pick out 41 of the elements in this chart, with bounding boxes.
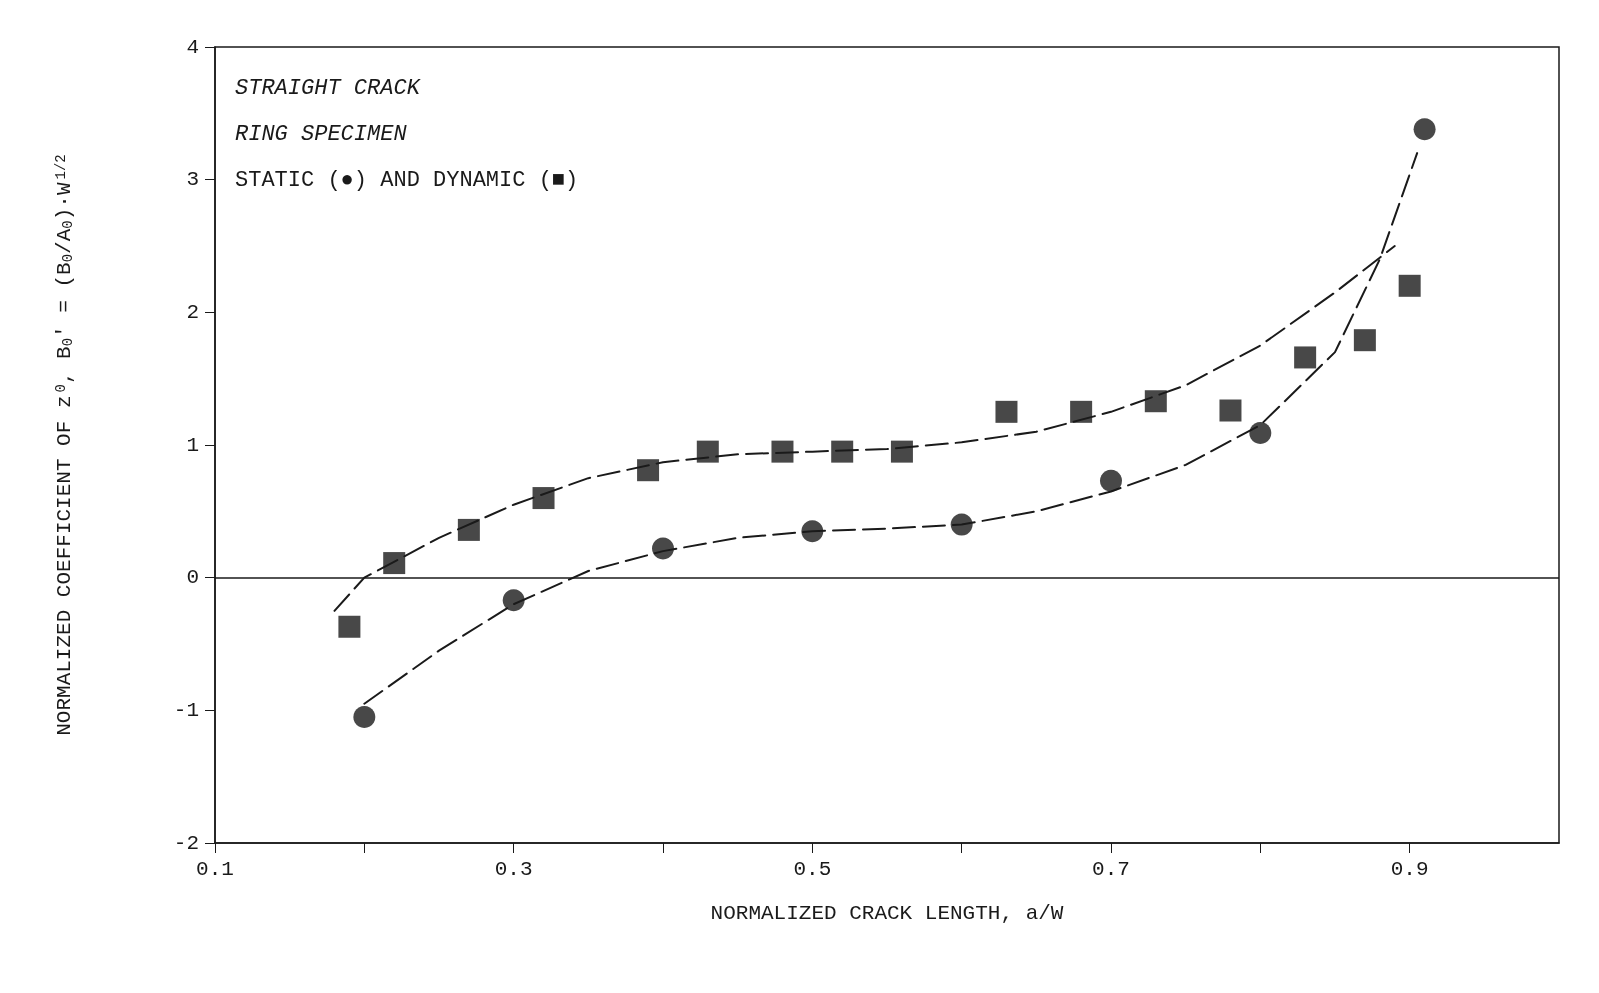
y-tick-label: 3 — [186, 168, 199, 192]
point — [1219, 399, 1242, 422]
y-tick-label: 2 — [186, 300, 199, 324]
point — [1100, 469, 1122, 492]
point — [831, 440, 854, 463]
x-tick-label: 0.3 — [494, 858, 533, 881]
y-tick-label: 0 — [186, 566, 199, 590]
point — [1413, 118, 1436, 141]
point — [1398, 274, 1421, 297]
x-tick-label: 0.5 — [793, 858, 832, 881]
point — [995, 400, 1018, 423]
point — [1353, 329, 1376, 352]
annotation: STATIC (●) AND DYNAMIC (■) — [235, 167, 579, 193]
x-axis-title: NORMALIZED CRACK LENGTH, a/W — [710, 902, 1064, 925]
point — [950, 513, 973, 536]
point — [696, 440, 719, 463]
y-tick-label: -2 — [173, 831, 199, 855]
point — [1294, 346, 1317, 369]
point — [652, 537, 674, 560]
point — [1249, 422, 1272, 445]
point — [338, 615, 361, 638]
annotation: STRAIGHT CRACK — [235, 75, 422, 101]
point — [1144, 390, 1167, 413]
point — [771, 440, 794, 463]
point — [457, 518, 480, 541]
y-tick-label: 1 — [186, 433, 199, 457]
x-tick-label: 0.9 — [1390, 858, 1429, 881]
point — [801, 520, 824, 543]
point — [383, 552, 406, 575]
text: NORMALIZED COEFFICIENT OF z0, B0' = (B0/A0)·W1/2 — [53, 154, 76, 736]
point — [890, 440, 913, 463]
y-tick-label: -1 — [173, 698, 199, 722]
point — [502, 589, 525, 612]
y-tick-label: 4 — [186, 35, 199, 59]
annotation: RING SPECIMEN — [235, 121, 408, 147]
x-tick-label: 0.7 — [1092, 858, 1130, 881]
point — [637, 459, 660, 482]
point — [353, 705, 376, 728]
point — [1070, 400, 1093, 423]
point — [532, 487, 555, 510]
x-tick-label: 0.1 — [196, 858, 234, 881]
